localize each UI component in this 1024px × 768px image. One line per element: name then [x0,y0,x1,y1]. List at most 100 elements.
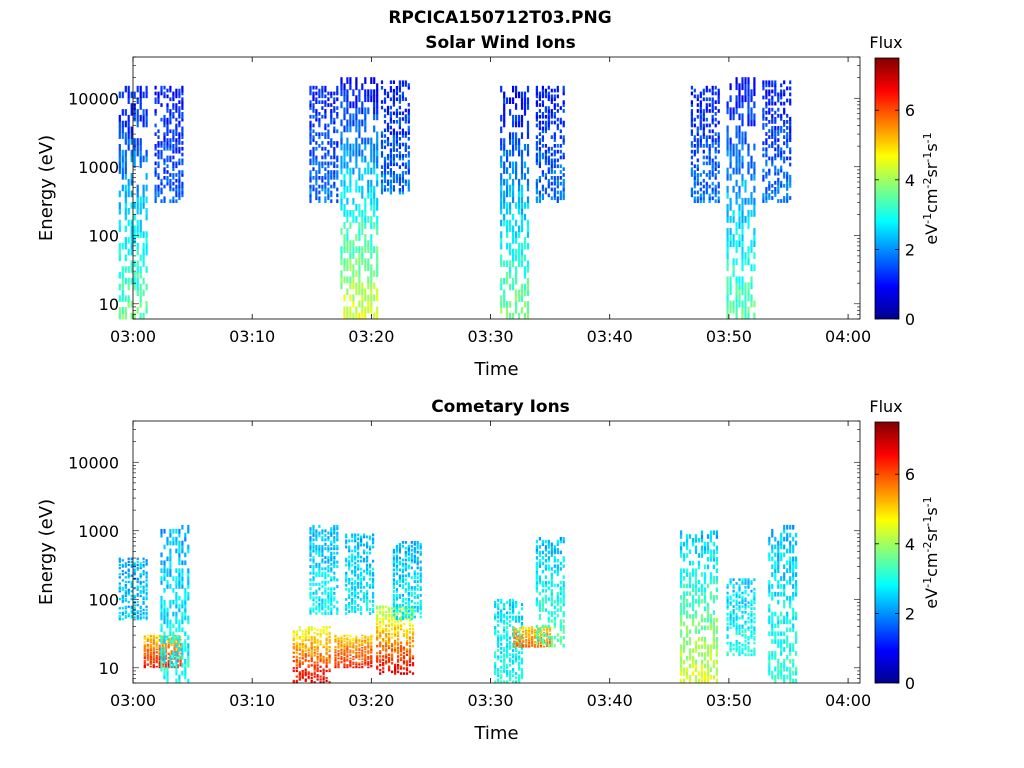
flux-cell [729,276,732,284]
flux-cell [385,653,388,656]
flux-cell [690,190,693,195]
flux-cell [562,167,565,171]
flux-cell [154,97,157,102]
flux-cell [169,560,172,566]
flux-cell [547,94,550,99]
flux-cell [310,681,313,684]
burst [118,557,148,621]
flux-cell [503,619,506,623]
flux-cell [367,647,370,650]
flux-cell [520,161,524,169]
flux-cell [351,608,354,611]
flux-cell [515,248,518,256]
flux-cell [382,617,385,620]
flux-cell [370,191,373,199]
flux-cell [154,112,157,116]
flux-cell [395,111,398,116]
burst [376,605,415,675]
flux-cell [500,196,503,203]
flux-cell [181,190,184,195]
flux-cell [333,587,336,591]
flux-cell [295,631,298,634]
flux-cell [355,77,358,84]
flux-cell [337,660,340,663]
flux-cell [330,161,333,166]
flux-cell [408,641,412,644]
flux-cell [146,634,149,637]
flux-cell [327,178,330,183]
flux-cell [313,661,316,664]
flux-cell [121,600,124,604]
flux-cell [392,605,395,609]
flux-cell [121,611,124,615]
flux-cell [372,610,375,613]
flux-cell [322,677,325,680]
flux-cell [783,107,786,112]
colorbar-units: eV-1cm-2sr-1s-1 [921,132,942,244]
flux-cell [316,648,319,651]
flux-cell [741,210,744,217]
flux-cell [786,144,789,149]
flux-cell [777,144,780,149]
flux-cell [750,197,753,205]
flux-cell [383,176,387,181]
flux-cell [405,636,409,639]
flux-cell [509,161,512,169]
flux-cell [172,173,175,177]
flux-cell [352,252,355,259]
flux-cell [497,638,500,642]
flux-cell [397,626,400,629]
flux-cell [780,126,783,130]
flux-cell [336,609,339,613]
flux-cell [346,210,349,217]
flux-cell [768,187,771,191]
flux-cell [376,665,379,668]
flux-cell [735,228,738,235]
flux-cell [178,120,181,125]
flux-cell [136,593,139,596]
flux-cell [538,141,541,145]
flux-cell [184,615,187,621]
flux-cell [121,588,124,591]
flux-cell [158,634,161,637]
flux-cell [401,580,404,583]
flux-cell [789,196,792,200]
flux-cell [416,607,419,611]
flux-cell [735,77,738,84]
flux-cell [404,165,407,169]
flux-cell [379,620,382,624]
flux-cell [146,646,149,648]
flux-cell [336,91,339,96]
flux-cell [121,618,124,621]
flux-cell [355,646,358,648]
flux-cell [726,300,729,308]
flux-cell [388,615,391,619]
flux-cell [172,114,175,119]
flux-cell [777,199,780,203]
flux-cell [327,536,330,540]
flux-cell [139,565,142,568]
flux-cell [136,231,139,238]
flux-cell [340,179,343,187]
flux-cell [404,154,407,158]
flux-cell [154,152,157,157]
flux-cell [735,149,738,157]
flux-cell [789,180,792,185]
flux-cell [330,117,333,122]
flux-cell [357,545,360,549]
flux-cell [407,566,410,570]
flux-cell [307,671,310,674]
flux-cell [133,109,136,116]
flux-cell [512,632,515,636]
flux-cell [327,580,330,584]
flux-cell [413,572,416,576]
flux-cell [366,608,369,611]
flux-cell [402,655,406,658]
flux-cell [535,85,538,90]
flux-cell [520,307,524,314]
flux-cell [336,600,339,604]
flux-cell [376,270,379,278]
flux-cell [765,187,768,191]
flux-cell [404,97,407,101]
flux-cell [364,246,367,253]
